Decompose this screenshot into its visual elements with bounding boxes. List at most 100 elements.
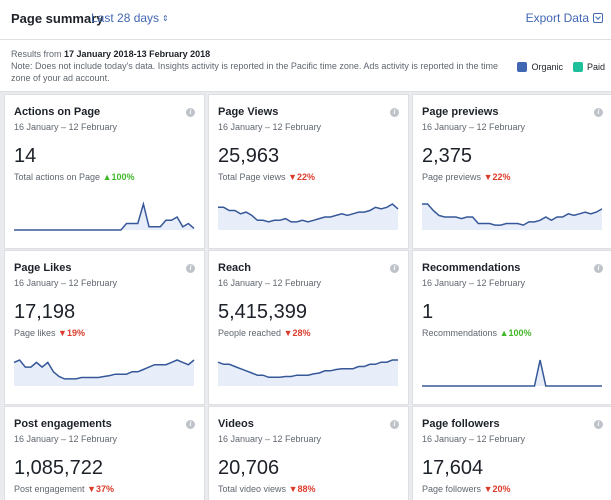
sparkline-area — [422, 204, 602, 230]
card-date-range: 16 January – 12 February — [14, 434, 118, 444]
info-icon[interactable]: i — [186, 420, 195, 429]
metric-card-videos[interactable]: Videos i 16 January – 12 February 20,706 Tot… — [208, 406, 409, 500]
sparkline-chart — [13, 359, 195, 386]
metric-card-page-previews[interactable]: Page previews i 16 January – 12 February 2,… — [412, 94, 611, 249]
card-stat: Post engagement ▼37% — [14, 484, 114, 494]
card-title: Page previews — [422, 106, 499, 118]
card-stat-label: Page followers — [422, 484, 482, 494]
card-title: Page Likes — [14, 262, 72, 274]
info-icon[interactable]: i — [186, 108, 195, 117]
card-stat: Total actions on Page ▲100% — [14, 172, 135, 182]
sparkline-line — [13, 359, 195, 380]
trend-value: 20% — [492, 484, 511, 494]
export-data-button[interactable]: Export Data — [526, 11, 603, 25]
note-text: Results from 17 January 2018-13 February… — [11, 48, 501, 84]
legend-label-organic: Organic — [531, 62, 563, 72]
sparkline-area — [14, 360, 194, 386]
card-stat-label: Recommendations — [422, 328, 498, 338]
card-date-range: 16 January – 12 February — [422, 434, 526, 444]
card-value: 5,415,399 — [218, 301, 307, 323]
card-stat-label: Total Page views — [218, 172, 286, 182]
trend-value: 100% — [111, 172, 135, 182]
trend-value: 22% — [296, 172, 315, 182]
card-value: 2,375 — [422, 145, 473, 167]
trend-down-icon: ▼ — [87, 484, 96, 494]
metric-card-reach[interactable]: Reach i 16 January – 12 February 5,415,399 P… — [208, 250, 409, 405]
legend: Organic Paid — [507, 62, 605, 72]
sparkline-area — [218, 360, 398, 386]
results-prefix: Results from — [11, 49, 65, 59]
card-date-range: 16 January – 12 February — [14, 278, 118, 288]
trend-down-icon: ▼ — [288, 172, 297, 182]
info-icon[interactable]: i — [186, 264, 195, 273]
card-stat: Total video views ▼88% — [218, 484, 316, 494]
card-date-range: 16 January – 12 February — [14, 122, 118, 132]
trend-value: 28% — [292, 328, 311, 338]
card-title: Actions on Page — [14, 106, 101, 118]
results-notes: Results from 17 January 2018-13 February… — [0, 40, 611, 92]
info-icon[interactable]: i — [594, 264, 603, 273]
sparkline-chart — [217, 359, 398, 386]
card-stat: Page followers ▼20% — [422, 484, 511, 494]
date-range-selector[interactable]: Last 28 days ⇕ — [91, 11, 169, 25]
metric-card-actions-on-page[interactable]: Actions on Page i 16 January – 12 February… — [4, 94, 205, 249]
card-title: Post engagements — [14, 418, 112, 430]
card-value: 20,706 — [218, 457, 280, 479]
page-title: Page summary — [11, 11, 104, 26]
card-stat: Page previews ▼22% — [422, 172, 511, 182]
card-stat: Page likes ▼19% — [14, 328, 85, 338]
trend-value: 100% — [508, 328, 532, 338]
trend-down-icon: ▼ — [483, 484, 493, 494]
card-date-range: 16 January – 12 February — [218, 278, 322, 288]
trend-value: 88% — [297, 484, 316, 494]
sparkline-line — [422, 359, 602, 387]
note-body: Note: Does not include today's data. Ins… — [11, 61, 498, 83]
card-value: 14 — [14, 145, 37, 167]
card-title: Recommendations — [422, 262, 521, 274]
legend-item-paid: Paid — [572, 62, 605, 72]
card-stat-label: Page likes — [14, 328, 56, 338]
metric-card-page-views[interactable]: Page Views i 16 January – 12 February 25,96… — [208, 94, 409, 249]
legend-item-organic: Organic — [517, 62, 563, 72]
card-stat-label: Total actions on Page — [14, 172, 101, 182]
card-date-range: 16 January – 12 February — [422, 278, 526, 288]
sparkline-area — [422, 360, 602, 386]
info-icon[interactable]: i — [594, 108, 603, 117]
info-icon[interactable]: i — [594, 420, 603, 429]
card-stat-label: Post engagement — [14, 484, 85, 494]
card-stat-label: Total video views — [218, 484, 287, 494]
card-title: Reach — [218, 262, 252, 274]
sparkline-area — [14, 204, 194, 230]
info-icon[interactable]: i — [390, 420, 399, 429]
trend-down-icon: ▼ — [58, 328, 67, 338]
organic-swatch — [517, 62, 528, 72]
trend-value: 37% — [96, 484, 115, 494]
metric-card-page-likes[interactable]: Page Likes i 16 January – 12 February 17,19… — [4, 250, 205, 405]
sparkline-line — [218, 203, 399, 223]
card-date-range: 16 January – 12 February — [218, 122, 322, 132]
sparkline-line — [14, 201, 195, 231]
card-value: 25,963 — [218, 145, 280, 167]
date-range-label: Last 28 days — [91, 11, 160, 25]
trend-down-icon: ▼ — [288, 484, 298, 494]
metric-card-page-followers[interactable]: Page followers i 16 January – 12 February 1… — [412, 406, 611, 500]
card-title: Page Views — [218, 106, 279, 118]
legend-label-paid: Paid — [586, 62, 605, 72]
paid-swatch — [572, 62, 583, 72]
card-stat-label: People reached — [218, 328, 282, 338]
page-summary-header: Page summary Last 28 days ⇕ Export Data — [0, 0, 611, 40]
sparkline-area — [218, 204, 398, 230]
card-stat: Total Page views ▼22% — [218, 172, 315, 182]
sort-caret-icon: ⇕ — [162, 14, 169, 23]
card-value: 17,198 — [14, 301, 76, 323]
sparkline-chart — [422, 203, 603, 230]
metric-card-post-engagements[interactable]: Post engagements i 16 January – 12 Februar… — [4, 406, 205, 500]
info-icon[interactable]: i — [390, 108, 399, 117]
card-date-range: 16 January – 12 February — [422, 122, 526, 132]
card-value: 1,085,722 — [14, 457, 103, 479]
metric-card-recommendations[interactable]: Recommendations i 16 January – 12 February… — [412, 250, 611, 405]
sparkline-chart — [422, 359, 602, 387]
info-icon[interactable]: i — [390, 264, 399, 273]
card-stat-label: Page previews — [422, 172, 482, 182]
trend-value: 19% — [66, 328, 85, 338]
